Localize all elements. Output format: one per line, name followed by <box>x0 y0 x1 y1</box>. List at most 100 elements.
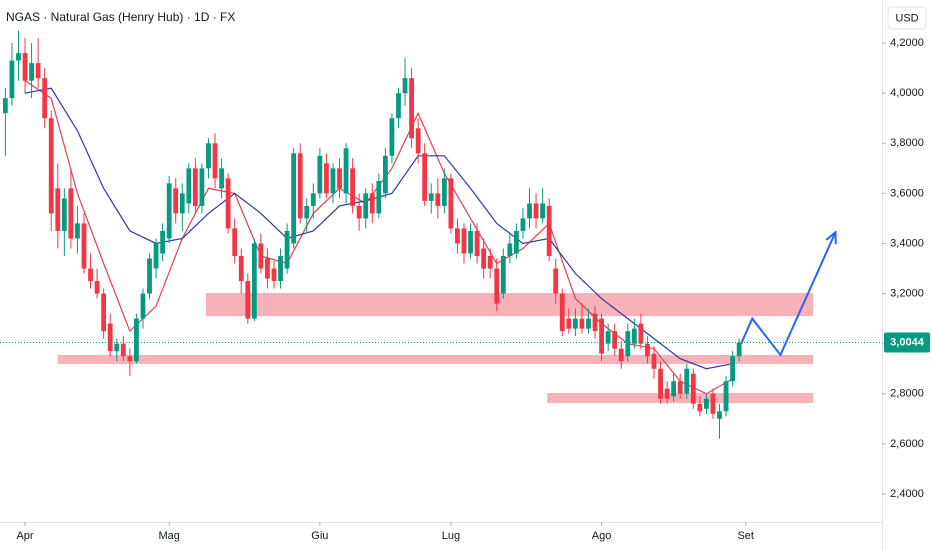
candle-body <box>592 313 598 332</box>
plot-area <box>2 30 837 439</box>
candle-body <box>206 143 211 169</box>
candle-body <box>120 343 126 357</box>
candle-body <box>645 343 650 357</box>
candle-body <box>586 318 591 329</box>
x-tick-label: Set <box>737 530 754 542</box>
candle-body <box>599 318 604 354</box>
candle-body <box>350 168 356 206</box>
candle-body <box>291 153 297 244</box>
candle-body <box>605 331 611 344</box>
arrow-head <box>825 230 837 245</box>
candle-body <box>232 228 238 256</box>
candle-body <box>173 188 179 214</box>
last-price-label: 3,0044 <box>890 336 925 348</box>
candle-body <box>507 243 513 256</box>
currency-box[interactable] <box>887 6 927 30</box>
candle-body <box>376 180 382 214</box>
candle-body <box>527 203 532 219</box>
candle-body <box>631 328 637 344</box>
candle-body <box>435 193 441 206</box>
y-tick-label: 3,8000 <box>890 137 924 149</box>
candle-body <box>402 78 408 94</box>
candle-body <box>579 318 585 329</box>
candle-body <box>114 343 120 352</box>
candle-body <box>258 243 264 269</box>
candle-body <box>500 255 506 294</box>
y-tick-label: 2,6000 <box>890 438 924 450</box>
candle-body <box>382 155 388 194</box>
candle-body <box>2 98 8 114</box>
candle-body <box>455 228 460 244</box>
candle-body <box>671 381 677 397</box>
y-tick-label: 4,2000 <box>890 37 924 49</box>
candle-body <box>22 53 28 81</box>
candle-body <box>730 356 736 382</box>
candle-body <box>664 388 670 399</box>
candle-body <box>559 293 565 332</box>
candle-body <box>94 281 100 294</box>
candle-body <box>9 60 15 99</box>
candle-body <box>284 230 290 269</box>
candle-body <box>68 188 74 239</box>
candle-body <box>166 183 172 239</box>
projection-line <box>740 231 837 357</box>
x-tick-label: Apr <box>16 530 33 542</box>
candle-body <box>625 331 631 357</box>
candle-body <box>546 205 552 256</box>
candle-body <box>251 243 257 319</box>
candle-body <box>278 255 283 282</box>
candle-body <box>42 78 48 119</box>
candle-body <box>389 118 395 156</box>
candle-body <box>160 230 166 254</box>
candle-body <box>690 373 696 404</box>
candle-body <box>192 168 198 206</box>
candle-body <box>317 155 323 194</box>
candle-body <box>304 205 310 219</box>
candle-body <box>540 203 546 219</box>
x-tick-label: Lug <box>442 530 460 542</box>
chart-title: NGAS · Natural Gas (Henry Hub) · 1D · FX <box>6 10 235 24</box>
candle-body <box>107 323 113 352</box>
candle-body <box>16 53 21 61</box>
candle-body <box>441 178 447 206</box>
candle-body <box>134 318 139 362</box>
candle-body <box>415 128 421 154</box>
y-tick-label: 3,4000 <box>890 237 924 249</box>
candle-body <box>127 356 133 362</box>
candle-body <box>369 193 375 214</box>
candle-body <box>61 198 67 231</box>
candle-body <box>481 248 487 269</box>
candle-body <box>310 193 316 206</box>
candle-body <box>487 255 493 269</box>
candle-body <box>75 223 80 239</box>
candle-body <box>428 193 434 201</box>
candle-body <box>363 193 369 219</box>
y-tick-label: 2,4000 <box>890 488 924 500</box>
x-tick-label: Mag <box>158 530 179 542</box>
support-zone <box>57 354 814 364</box>
candle-body <box>324 163 329 194</box>
candle-body <box>704 398 709 409</box>
candle-body <box>494 268 500 304</box>
candle-body <box>461 228 467 254</box>
candle-body <box>658 368 663 399</box>
candle-body <box>533 203 539 219</box>
candle-body <box>566 318 572 329</box>
candle-body <box>147 258 152 294</box>
candle-body <box>520 218 526 231</box>
candle-body <box>468 230 473 254</box>
candle-body <box>225 178 231 229</box>
y-tick-label: 3,2000 <box>890 287 924 299</box>
x-tick-label: Ago <box>592 530 612 542</box>
candle-body <box>35 63 41 79</box>
candle-body <box>514 230 519 254</box>
candle-body <box>697 403 703 412</box>
candle-body <box>29 63 34 81</box>
candle-body <box>409 78 414 139</box>
candle-body <box>638 323 644 344</box>
candle-body <box>271 268 277 282</box>
candle-body <box>297 153 303 219</box>
x-tick-label: Giu <box>311 530 328 542</box>
candle-body <box>265 258 270 279</box>
